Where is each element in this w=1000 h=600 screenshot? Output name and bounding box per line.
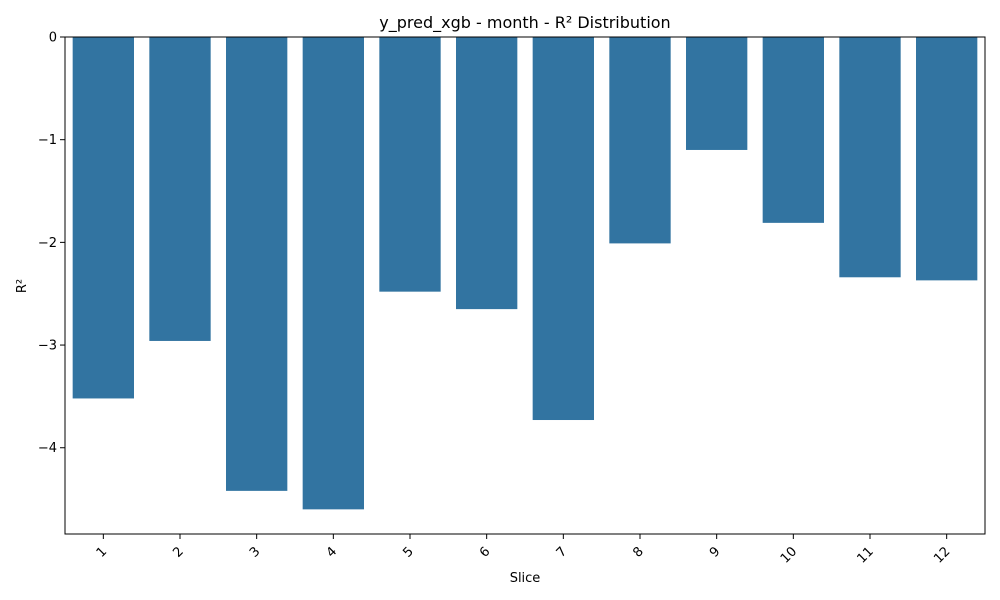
x-axis-label: Slice — [510, 571, 541, 586]
bar-1 — [72, 37, 134, 399]
y-tick-label: −3 — [38, 339, 57, 354]
bar-9 — [686, 37, 748, 150]
x-tick-label: 4 — [324, 544, 340, 560]
x-tick-label: 5 — [400, 544, 416, 560]
y-axis-ticks: 0 −1 −2 −3 −4 — [38, 31, 65, 456]
bar-3 — [226, 37, 288, 491]
x-tick-label: 10 — [778, 544, 800, 566]
bar-11 — [839, 37, 901, 278]
bar-8 — [609, 37, 671, 244]
bars-group — [72, 37, 978, 510]
plot-frame — [64, 36, 986, 535]
x-tick-label: 2 — [170, 544, 186, 560]
bar-10 — [762, 37, 824, 223]
x-tick-label: 9 — [707, 544, 723, 560]
y-tick-label: −2 — [38, 236, 57, 251]
x-tick-label: 7 — [554, 544, 570, 560]
x-tick-label: 11 — [855, 544, 877, 566]
x-tick-label: 1 — [94, 544, 110, 560]
bar-2 — [149, 37, 211, 341]
bar-7 — [532, 37, 594, 421]
y-tick-label: −4 — [38, 441, 57, 456]
bar-5 — [379, 37, 441, 292]
bar-12 — [916, 37, 978, 281]
y-tick-label: 0 — [49, 31, 57, 46]
x-axis-ticks: 1 2 3 4 5 6 7 8 9 10 11 12 — [94, 534, 953, 567]
x-tick-label: 12 — [931, 544, 953, 566]
x-tick-label: 3 — [247, 544, 263, 560]
x-tick-label: 6 — [477, 544, 493, 560]
y-axis-label: R² — [15, 279, 30, 293]
x-tick-label: 8 — [630, 544, 646, 560]
chart-title: y_pred_xgb - month - R² Distribution — [379, 13, 670, 33]
bar-4 — [302, 37, 364, 510]
bar-6 — [456, 37, 518, 310]
y-tick-label: −1 — [38, 133, 57, 148]
